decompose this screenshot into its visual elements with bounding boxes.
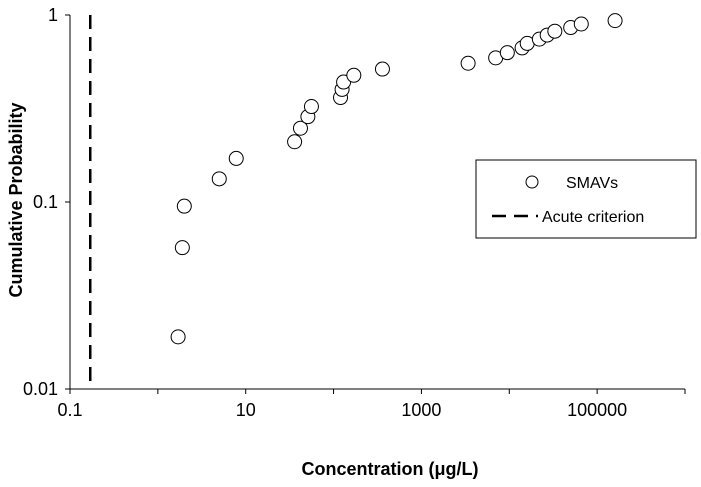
- data-point: [174, 240, 190, 256]
- data-point: [547, 23, 563, 39]
- y-tick-label: 0.1: [33, 192, 58, 212]
- legend-box: [475, 159, 697, 239]
- data-point: [460, 55, 476, 71]
- y-tick-label: 1: [48, 5, 58, 25]
- x-tick-label: 1000: [401, 400, 441, 420]
- data-point: [170, 329, 186, 345]
- data-point: [303, 99, 319, 115]
- x-tick-label: 0.1: [57, 400, 82, 420]
- data-point: [176, 198, 192, 214]
- data-point: [607, 13, 623, 29]
- legend: SMAVs Acute criterion: [475, 159, 697, 239]
- x-tick-label: 100000: [567, 400, 627, 420]
- legend-circle-icon: [525, 175, 539, 189]
- x-tick-label: 10: [236, 400, 256, 420]
- y-tick-label: 0.01: [23, 379, 58, 399]
- data-point: [211, 171, 227, 187]
- x-axis-title: Concentration (μg/L): [302, 459, 479, 479]
- data-layer: [88, 13, 623, 389]
- data-point: [287, 134, 303, 150]
- data-point: [292, 120, 308, 136]
- data-point: [374, 61, 390, 77]
- data-point: [346, 67, 362, 83]
- data-point: [499, 45, 515, 61]
- legend-label-smavs: SMAVs: [566, 175, 618, 192]
- y-axis-title: Cumulative Probability: [6, 102, 26, 297]
- legend-label-acute-criterion: Acute criterion: [542, 209, 644, 226]
- data-point: [228, 150, 244, 166]
- data-point: [573, 16, 589, 32]
